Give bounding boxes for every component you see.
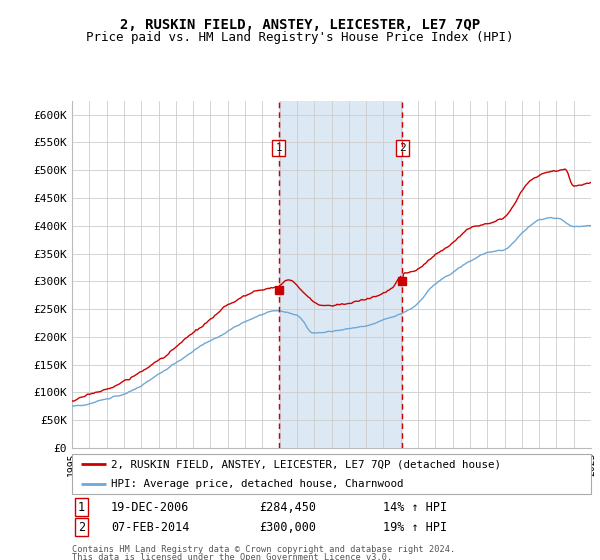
Text: 07-FEB-2014: 07-FEB-2014: [111, 521, 190, 534]
Bar: [279, 101, 402, 448]
Text: £284,450: £284,450: [259, 501, 316, 514]
Text: 2, RUSKIN FIELD, ANSTEY, LEICESTER, LE7 7QP: 2, RUSKIN FIELD, ANSTEY, LEICESTER, LE7 …: [120, 18, 480, 32]
Text: HPI: Average price, detached house, Charnwood: HPI: Average price, detached house, Char…: [111, 479, 403, 489]
Text: 14% ↑ HPI: 14% ↑ HPI: [383, 501, 448, 514]
Text: £300,000: £300,000: [259, 521, 316, 534]
Text: 2: 2: [399, 143, 406, 153]
Text: 1: 1: [275, 143, 282, 153]
Text: 1: 1: [78, 501, 85, 514]
Text: 2, RUSKIN FIELD, ANSTEY, LEICESTER, LE7 7QP (detached house): 2, RUSKIN FIELD, ANSTEY, LEICESTER, LE7 …: [111, 460, 501, 469]
Text: Contains HM Land Registry data © Crown copyright and database right 2024.: Contains HM Land Registry data © Crown c…: [72, 545, 455, 554]
Text: 19% ↑ HPI: 19% ↑ HPI: [383, 521, 448, 534]
Text: 19-DEC-2006: 19-DEC-2006: [111, 501, 190, 514]
Text: 2: 2: [78, 521, 85, 534]
Text: This data is licensed under the Open Government Licence v3.0.: This data is licensed under the Open Gov…: [72, 553, 392, 560]
Text: Price paid vs. HM Land Registry's House Price Index (HPI): Price paid vs. HM Land Registry's House …: [86, 31, 514, 44]
